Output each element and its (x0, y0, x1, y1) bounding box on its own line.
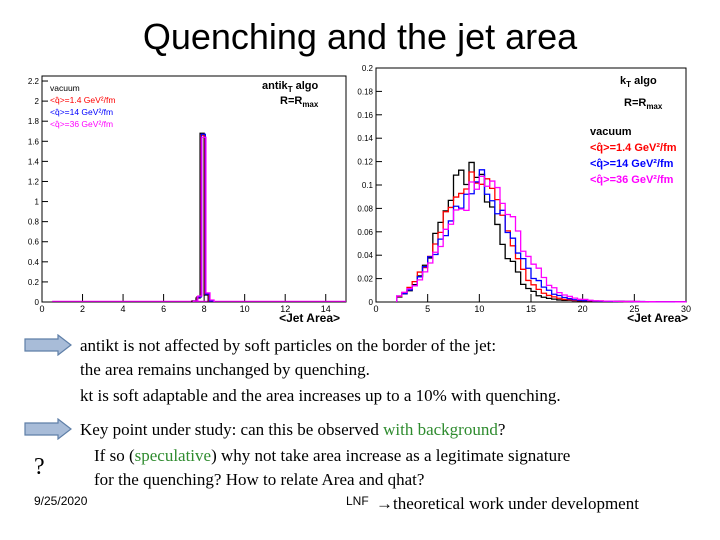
y-tick-label: 1.8 (28, 117, 40, 126)
y-tick-label: 0 (35, 298, 40, 307)
bullet-2-line-2-end: ) why not take area increase as a legiti… (211, 446, 571, 465)
bullet-1-line-2: the area remains unchanged by quenching. (80, 360, 370, 379)
bullet-2-line-3: for the quenching? How to relate Area an… (94, 470, 425, 489)
y-tick-label: 0.2 (362, 64, 374, 73)
right-arrow-icon: → (376, 494, 393, 513)
chart-antikt-svg: 0 0.2 0.4 0.6 0.8 1 1.2 1.4 1.6 1.8 2 2.2 0 2 4 6 8 10 12… (28, 75, 347, 325)
legend-entry: <q̂>=36 GeV²/fm (50, 119, 113, 129)
bullet-2-line-1-text: Key point under study: can this be obser… (80, 420, 384, 439)
x-tick-label: 0 (373, 304, 378, 314)
y-tick-label: 2 (35, 97, 40, 106)
chart-kt-svg: 00.020.040.060.080.10.120.140.160.180.2 … (357, 64, 691, 325)
slide-date: 9/25/2020 (34, 494, 88, 508)
algo-label: antikT algo (262, 80, 319, 94)
x-tick-label: 15 (526, 304, 536, 314)
bullet-arrow-icon (24, 418, 72, 440)
chart-kt: 0 0.02 0.04 0.06 0.08 0.1 0.12 0.14 0.16 0.18 0.2 … (352, 62, 704, 326)
legend-entry: <q̂>=36 GeV²/fm (590, 174, 674, 186)
y-tick-label: 1.4 (28, 157, 40, 166)
histogram-series-3 (396, 175, 687, 303)
chart-antikt: 0 0.2 0.4 0.6 0.8 1 1.2 1.4 1.6 1.8 2 2.2 0 2 4 6 8 10 12… (0, 62, 352, 326)
y-tick-label: 0.14 (357, 134, 373, 143)
bullet-2-line-2: If so (speculative) why not take area in… (94, 446, 570, 466)
y-tick-label: 0.04 (357, 251, 373, 260)
legend-entry: <q̂>=1.4 GeV²/fm (50, 95, 115, 105)
x-tick-label: 6 (161, 304, 166, 314)
x-axis-label: <Jet Area> (279, 311, 340, 325)
y-tick-label: 0.12 (357, 158, 373, 167)
y-tick-label: 0.18 (357, 87, 373, 96)
x-tick-label: 14 (321, 304, 331, 314)
legend-entry: vacuum (590, 126, 632, 138)
bullet-2-line-2-text: If so ( (94, 446, 135, 465)
y-tick-label: 0.06 (357, 228, 373, 237)
bullet-1-line-3: kt is soft adaptable and the area increa… (80, 386, 561, 405)
highlight-with-background: with background (383, 420, 498, 439)
x-tick-label: 8 (202, 304, 207, 314)
x-tick-label: 5 (425, 304, 430, 314)
bullet-2-line-1: Key point under study: can this be obser… (80, 420, 505, 440)
x-tick-label: 20 (578, 304, 588, 314)
y-tick-label: 0.1 (362, 181, 374, 190)
highlight-speculative: speculative (134, 446, 212, 465)
y-tick-label: 0.08 (357, 204, 373, 213)
legend-entry: vacuum (50, 83, 80, 93)
question-mark: ? (34, 454, 45, 480)
y-tick-label: 1 (35, 198, 40, 207)
legend-entry: <q̂>=14 GeV²/fm (590, 158, 674, 170)
bullet-1-line-1: antikt is not affected by soft particles… (80, 336, 497, 355)
y-tick-label: 0.16 (357, 111, 373, 120)
legend-entry: <q̂>=1.4 GeV²/fm (590, 142, 677, 154)
x-tick-label: 10 (240, 304, 250, 314)
x-tick-label: 25 (629, 304, 639, 314)
radius-label: R=Rmax (280, 95, 319, 109)
y-tick-label: 0.02 (357, 275, 373, 284)
x-tick-label: 0 (39, 304, 44, 314)
y-tick-label: 0 (369, 298, 374, 307)
bullet-2-line-4-text: theoretical work under development (393, 494, 639, 513)
bullet-arrow-icon (24, 334, 72, 356)
y-tick-label: 0.6 (28, 238, 40, 247)
slide-footer: LNF (346, 494, 369, 508)
slide-title: Quenching and the jet area (142, 16, 578, 57)
bullet-2-line-4: →theoretical work under development (376, 494, 639, 514)
x-tick-label: 12 (280, 304, 290, 314)
histogram-series-2 (396, 169, 687, 303)
y-tick-label: 0.2 (28, 278, 40, 287)
x-tick-label: 4 (121, 304, 126, 314)
algo-label: kT algo (620, 75, 657, 89)
y-tick-label: 0.8 (28, 218, 40, 227)
y-tick-label: 1.2 (28, 177, 40, 186)
x-tick-label: 10 (474, 304, 484, 314)
radius-label: R=Rmax (624, 97, 663, 111)
legend-entry: <q̂>=14 GeV²/fm (50, 107, 113, 117)
y-tick-label: 1.6 (28, 137, 40, 146)
y-tick-label: 2.2 (28, 77, 40, 86)
histogram-series-2 (192, 133, 215, 302)
x-tick-label: 30 (681, 304, 691, 314)
bullet-2-line-1-end: ? (497, 420, 506, 439)
x-tick-label: 2 (80, 304, 85, 314)
y-tick-label: 0.4 (28, 258, 40, 267)
histogram-series-1 (191, 134, 214, 302)
histogram-series-3 (193, 136, 215, 302)
x-axis-label: <Jet Area> (627, 311, 688, 325)
